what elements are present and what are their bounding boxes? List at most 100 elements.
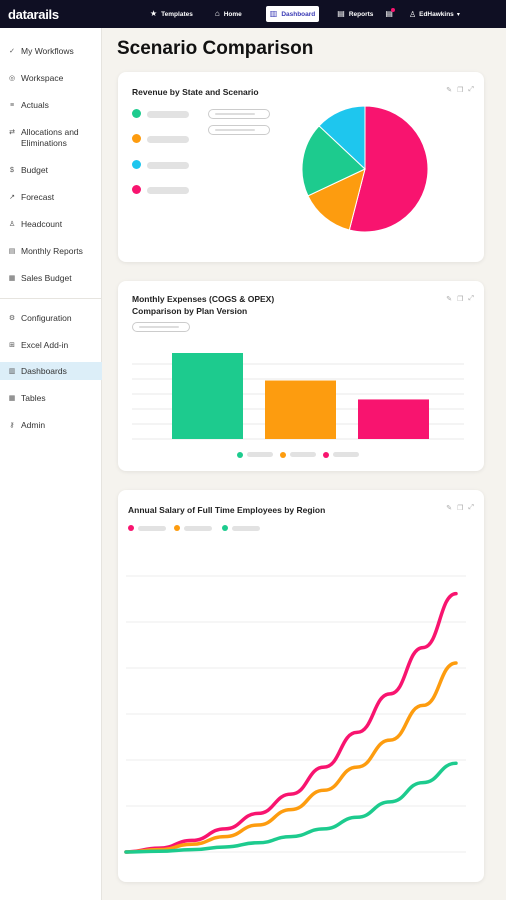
card-toolbar: ✎ ❐ ⤢	[446, 295, 474, 303]
copy-icon[interactable]: ❐	[457, 296, 464, 303]
sidebar-item-sales-budget[interactable]: ▦ Sales Budget	[0, 273, 102, 284]
line-series-2	[124, 761, 458, 854]
expand-icon[interactable]: ⤢	[468, 86, 474, 93]
copy-icon[interactable]: ❐	[457, 505, 464, 512]
notifications-button[interactable]: ▤	[381, 6, 397, 22]
legend-dot-green	[237, 452, 243, 458]
legend-dot-green	[222, 525, 228, 531]
sidebar-item-monthly-reports[interactable]: ▤ Monthly Reports	[0, 246, 102, 257]
edit-icon[interactable]: ✎	[446, 505, 453, 512]
legend-placeholder	[147, 162, 189, 169]
legend-placeholder	[147, 111, 189, 118]
nav-home-label: Home	[223, 10, 242, 18]
workflow-icon: ✓	[9, 48, 15, 55]
bar-2	[358, 399, 429, 439]
legend-placeholder	[232, 526, 260, 531]
sidebar-item-tables[interactable]: ▦ Tables	[0, 393, 102, 404]
dashboard-icon: ▥	[269, 9, 278, 18]
legend-placeholder	[147, 136, 189, 143]
salary-card-title: Annual Salary of Full Time Employees by …	[128, 505, 326, 515]
sidebar-item-actuals[interactable]: ≡ Actuals	[0, 100, 102, 111]
top-nav: ★ Templates ⌂ Home ▥ Dashboard ▤ Reports…	[124, 0, 460, 28]
nav-dashboard[interactable]: ▥ Dashboard	[265, 6, 320, 22]
sidebar-item-my-workflows[interactable]: ✓ My Workflows	[0, 46, 102, 57]
scenario-filter-dropdown[interactable]	[208, 125, 270, 135]
expenses-title-line-1: Monthly Expenses (COGS & OPEX)	[132, 294, 275, 304]
user-menu[interactable]: ♙ EdHawkins ▾	[409, 10, 460, 19]
legend-placeholder	[138, 526, 166, 531]
home-icon: ⌂	[214, 9, 220, 18]
legend-dot-pink	[132, 185, 141, 194]
pie-slice-1	[307, 168, 366, 231]
sidebar-item-configuration[interactable]: ⚙ Configuration	[0, 313, 102, 324]
legend-placeholder	[290, 452, 316, 457]
revenue-card: Revenue by State and Scenario ✎ ❐ ⤢	[118, 72, 484, 262]
excel-icon: ⊞	[9, 342, 15, 349]
expand-icon[interactable]: ⤢	[468, 504, 474, 511]
sidebar-item-label: Allocations and Eliminations	[21, 127, 79, 148]
sidebar-divider	[0, 298, 102, 299]
sidebar-item-label: Tables	[21, 393, 46, 403]
sales-budget-icon: ▦	[8, 275, 16, 282]
sidebar-item-forecast[interactable]: ↗ Forecast	[0, 192, 102, 203]
workspace-icon: ◎	[8, 75, 16, 82]
sidebar-item-admin[interactable]: ⚷ Admin	[0, 420, 102, 431]
sidebar-item-workspace[interactable]: ◎ Workspace	[0, 73, 102, 84]
actuals-icon: ≡	[9, 102, 15, 109]
copy-icon[interactable]: ❐	[457, 87, 464, 94]
salary-line-chart	[124, 575, 466, 854]
sidebar-item-label: Workspace	[21, 73, 64, 83]
expenses-card: Monthly Expenses (COGS & OPEX) Compariso…	[118, 281, 484, 471]
sidebar-item-allocations[interactable]: ⇄ Allocations and Eliminations	[0, 127, 102, 149]
budget-icon: $	[10, 167, 14, 174]
line-series-0	[124, 591, 458, 854]
pie-slice-0	[348, 105, 429, 233]
state-filter-dropdown[interactable]	[208, 109, 270, 119]
sidebar-item-label: Budget	[21, 165, 48, 175]
expenses-bar-chart	[132, 353, 464, 440]
edit-icon[interactable]: ✎	[446, 87, 453, 94]
notification-icon: ▤	[385, 8, 395, 18]
allocations-icon: ⇄	[9, 129, 15, 136]
sidebar-item-dashboards[interactable]: ▥ Dashboards	[0, 362, 102, 380]
sidebar-item-label: Admin	[21, 420, 46, 430]
nav-home[interactable]: ⌂ Home	[211, 6, 246, 22]
plan-version-filter-dropdown[interactable]	[132, 322, 190, 332]
revenue-card-title: Revenue by State and Scenario	[132, 87, 259, 97]
table-icon: ▦	[8, 395, 16, 402]
sidebar-item-label: Forecast	[21, 192, 55, 202]
sidebar-item-label: Excel Add-in	[21, 340, 69, 350]
datarails-logo[interactable]: datarails	[8, 6, 59, 22]
legend-placeholder	[147, 187, 189, 194]
revenue-pie-chart	[301, 105, 429, 233]
salary-card: Annual Salary of Full Time Employees by …	[118, 490, 484, 882]
nav-templates[interactable]: ★ Templates	[146, 6, 197, 22]
page-title: Scenario Comparison	[117, 38, 314, 59]
legend-dot-pink	[323, 452, 329, 458]
pie-slice-2	[301, 125, 366, 197]
user-icon: ♙	[408, 9, 417, 19]
nav-reports[interactable]: ▤ Reports	[333, 6, 377, 22]
forecast-icon: ↗	[9, 194, 15, 201]
sidebar-item-label: My Workflows	[21, 46, 74, 56]
legend-placeholder	[247, 452, 273, 457]
sidebar-item-label: Configuration	[21, 313, 72, 323]
headcount-icon: ♙	[8, 221, 16, 228]
nav-dashboard-label: Dashboard	[281, 10, 316, 18]
dashboard-icon: ▥	[8, 367, 16, 375]
legend-dot-pink	[128, 525, 134, 531]
legend-placeholder	[184, 526, 212, 531]
sidebar-item-label: Headcount	[21, 219, 63, 229]
legend-dot-green	[132, 109, 141, 118]
sidebar-item-label: Monthly Reports	[21, 246, 83, 256]
legend-dot-cyan	[132, 160, 141, 169]
user-name: EdHawkins	[419, 10, 454, 18]
bar-0	[172, 353, 243, 439]
edit-icon[interactable]: ✎	[446, 296, 453, 303]
sidebar-item-headcount[interactable]: ♙ Headcount	[0, 219, 102, 230]
expand-icon[interactable]: ⤢	[468, 295, 474, 302]
sidebar-item-budget[interactable]: $ Budget	[0, 165, 102, 176]
legend-dot-orange	[132, 134, 141, 143]
legend-placeholder	[333, 452, 359, 457]
sidebar-item-excel-add-in[interactable]: ⊞ Excel Add-in	[0, 340, 102, 351]
